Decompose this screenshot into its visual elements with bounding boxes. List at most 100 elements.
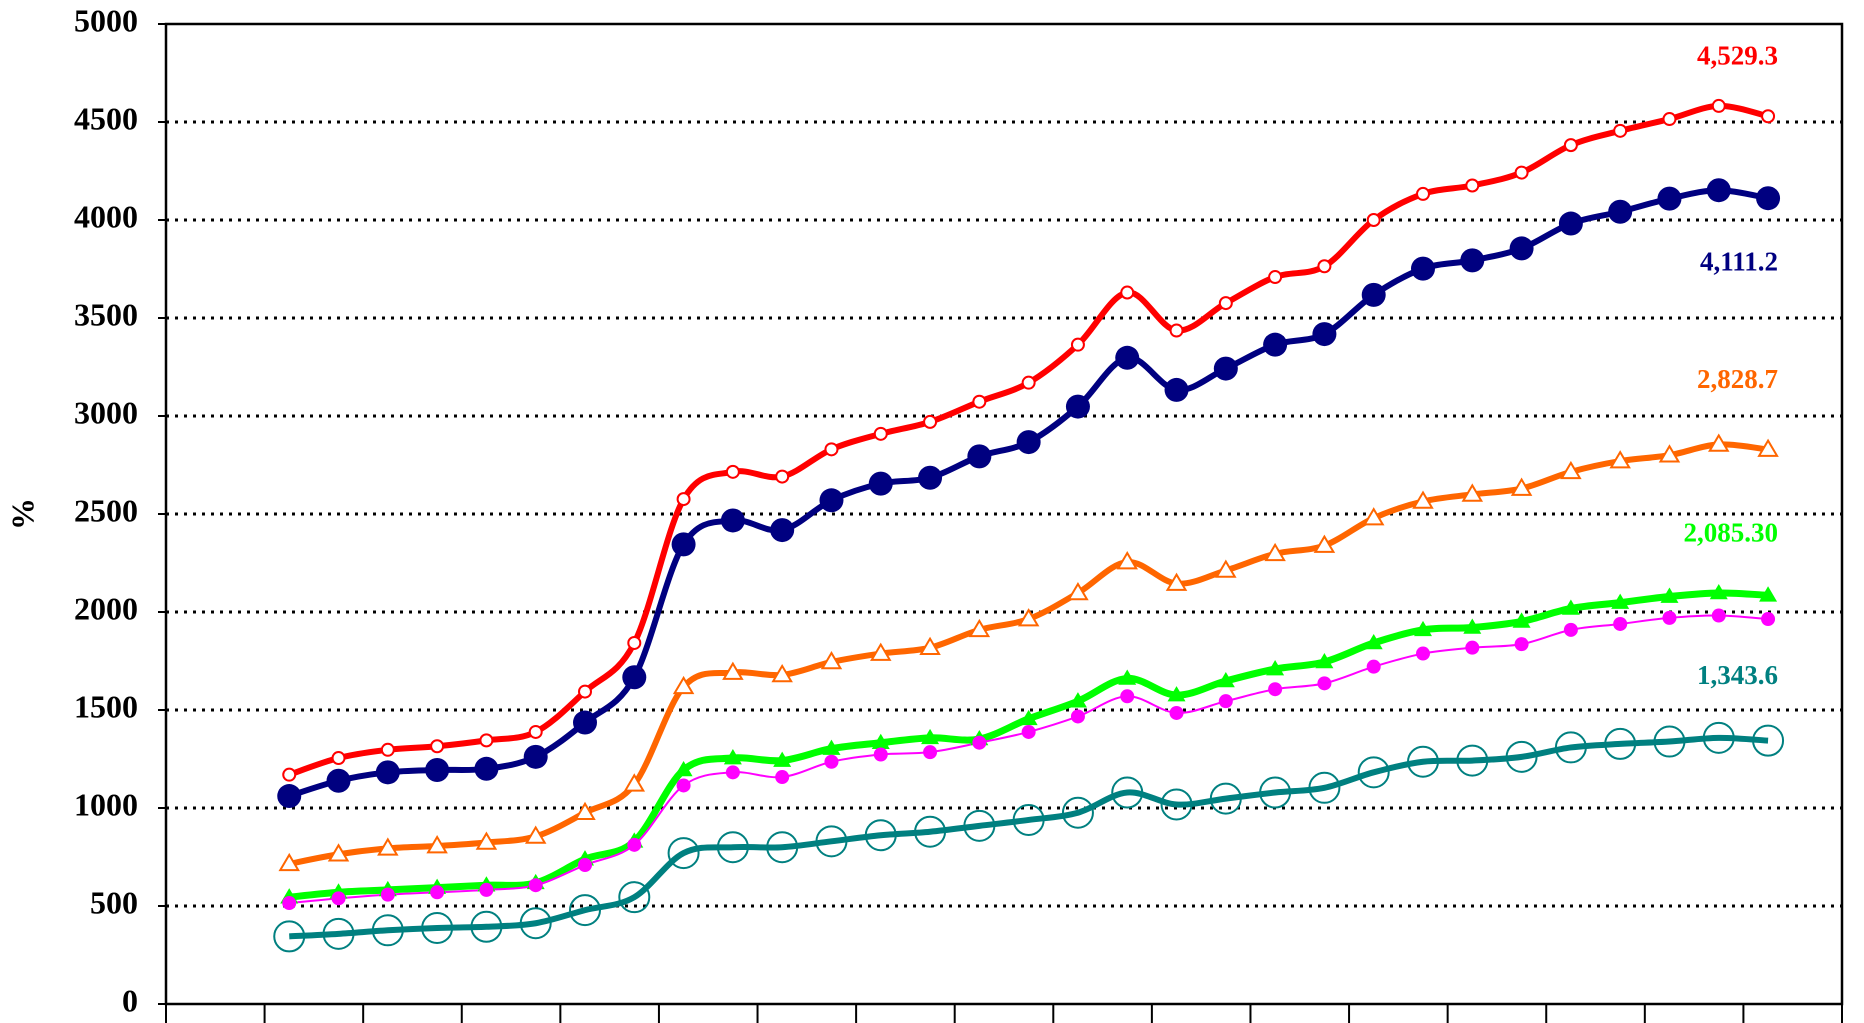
marker [331,891,346,906]
y-tick-label: 1500 [74,688,138,724]
marker [421,911,454,944]
marker [1514,165,1529,180]
marker [524,825,547,844]
marker [722,661,744,680]
marker [1416,646,1430,661]
marker [775,469,790,484]
marker [1164,377,1189,402]
marker [1759,586,1778,602]
marker [963,809,996,842]
plot-frame [164,22,1844,1006]
marker [873,426,888,441]
marker [1067,582,1089,601]
marker [1611,593,1630,609]
marker [475,831,498,850]
marker [1662,610,1677,625]
marker [573,710,597,735]
marker [676,778,691,793]
marker [1461,483,1484,502]
marker [380,742,395,757]
marker [273,920,306,953]
marker [1209,782,1242,815]
marker [470,910,503,943]
marker [1456,744,1489,777]
marker [921,728,940,745]
marker [1268,682,1283,697]
marker [574,801,596,821]
marker [775,770,790,785]
marker [923,414,938,429]
marker [1120,689,1135,704]
marker [569,894,601,927]
marker [968,618,991,638]
marker [623,773,646,792]
series-line [288,589,1769,901]
marker [972,394,987,409]
marker [1120,285,1135,300]
marker [918,465,943,490]
marker [919,636,941,655]
y-tick-label: 4500 [74,100,138,136]
marker [1558,211,1583,236]
marker [528,878,543,893]
marker [479,733,494,748]
data-label: 4,529.3 [1697,40,1778,70]
marker [1660,587,1679,603]
marker [1563,622,1578,637]
series-line [288,441,1769,867]
marker [622,665,647,690]
marker [1608,199,1633,224]
marker [766,831,799,864]
marker [1167,686,1186,702]
marker [864,819,897,852]
marker [1070,337,1085,352]
marker [1065,394,1090,419]
marker [1706,178,1731,203]
marker [282,767,297,782]
y-tick-label: 3000 [74,394,138,430]
marker [1505,740,1538,773]
marker [1021,724,1036,739]
marker [725,765,740,780]
marker [426,835,448,854]
y-tick-label: 2000 [74,590,138,626]
marker [1604,727,1637,760]
marker [1560,460,1582,480]
y-tick-label: 2500 [74,492,138,528]
marker [1216,671,1235,688]
marker [923,745,938,760]
data-label: 4,111.2 [1700,246,1778,276]
marker [1657,186,1682,211]
marker [1308,771,1341,804]
marker [371,914,404,947]
marker [1021,375,1036,390]
marker [1658,444,1681,463]
marker [1414,620,1432,637]
marker [1313,534,1336,553]
marker [1364,633,1383,650]
marker [868,471,893,496]
marker [1070,709,1085,724]
marker [1709,583,1728,600]
marker [672,675,695,695]
marker [282,896,297,911]
marker [1169,705,1184,720]
marker [716,831,749,864]
y-tick-label: 0 [122,982,138,1018]
marker [1165,572,1188,591]
marker [327,843,350,862]
marker [1268,270,1283,285]
marker [380,887,395,902]
marker [1012,803,1045,836]
marker [1266,660,1285,676]
marker [1761,109,1776,124]
marker [277,784,302,809]
marker [870,642,892,661]
marker [1613,616,1628,631]
marker [326,768,351,793]
marker [1510,477,1533,496]
marker [1116,551,1138,570]
marker [972,735,987,750]
marker [1160,788,1193,821]
marker [1411,256,1435,281]
